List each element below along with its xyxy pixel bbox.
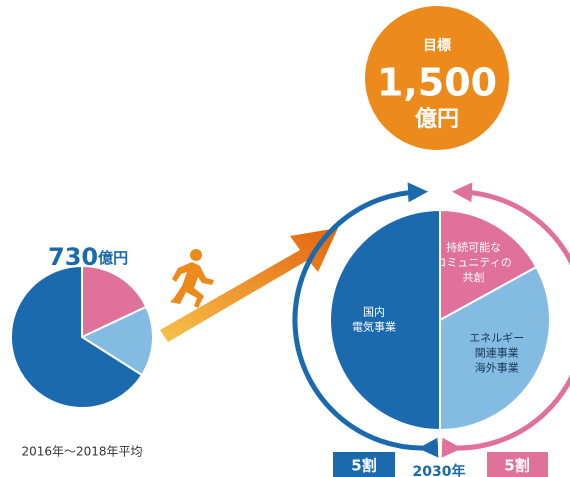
title-unit: 億円 [98,249,128,267]
slice-label: 共創 [463,270,485,284]
pie-slice [81,264,148,339]
share-box [487,452,548,477]
slice-label: エネルギー [469,332,524,345]
share-label: 5割 [351,457,376,475]
pie-slice [329,208,441,432]
pie-caption: 2030年 [413,463,466,477]
cycle-arrow-blue [292,182,439,458]
target-value: 1,500 [377,61,497,105]
slice-label: 関連事業 [475,346,519,360]
share-box [333,452,395,477]
slice-label: 海外事業 [475,361,519,375]
share-label: 5割 [504,457,529,475]
target-label: 目標 [423,37,451,54]
pie-slice [79,305,154,377]
pie-slice [10,264,144,409]
slice-label: 電気事業 [352,320,396,334]
runner-icon [170,249,214,308]
slice-label: 国内 [363,305,385,319]
slice-label: 持続可能な [446,240,501,254]
pie-slice [439,208,538,322]
target-circle [365,6,509,150]
slice-label: コミュニティの [435,256,511,269]
pie-slice [439,265,551,432]
cycle-arrow-pink [441,182,570,458]
pie-caption: 2016年〜2018年平均 [21,445,142,459]
growth-arrow [160,228,338,342]
target-unit: 億円 [415,106,459,132]
